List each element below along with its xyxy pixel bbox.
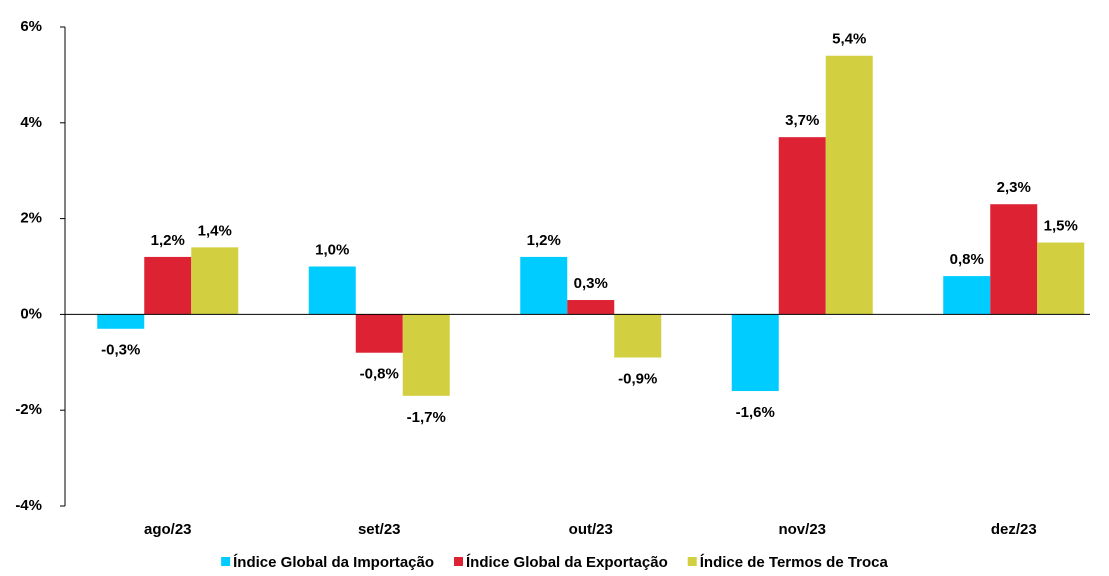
y-tick-label: -4% (15, 497, 42, 514)
value-label: 1,2% (527, 232, 561, 249)
bar (731, 314, 779, 392)
value-label: -0,3% (101, 342, 140, 359)
bar (943, 276, 991, 315)
value-label: 0,8% (950, 251, 984, 268)
legend-swatch (221, 557, 231, 566)
bar (520, 256, 568, 315)
value-label: -1,6% (736, 404, 775, 421)
y-tick-label: 4% (20, 114, 42, 131)
value-label: -1,7% (407, 409, 446, 426)
y-tick-label: -2% (15, 401, 42, 418)
bar (778, 137, 826, 315)
bar (1037, 242, 1085, 315)
x-tick-label: nov/23 (778, 521, 826, 538)
bar (308, 266, 356, 315)
legend-swatch (454, 557, 464, 566)
y-tick-label: 2% (20, 210, 42, 227)
value-label: 1,5% (1044, 218, 1078, 235)
x-tick-label: set/23 (358, 521, 401, 538)
x-tick-label: out/23 (569, 521, 613, 538)
legend-label: Índice de Termos de Troca (700, 554, 889, 571)
value-label: 0,3% (574, 275, 608, 292)
bar (614, 314, 662, 358)
bar (402, 314, 450, 396)
bar (567, 300, 615, 315)
bar (97, 314, 145, 329)
bar (825, 55, 873, 315)
legend-label: Índice Global da Importação (233, 554, 434, 571)
y-tick-label: 6% (20, 18, 42, 35)
value-label: 2,3% (997, 179, 1031, 196)
value-label: 1,0% (315, 241, 349, 258)
value-label: 1,2% (151, 232, 185, 249)
value-label: 3,7% (785, 112, 819, 129)
legend-label: Índice Global da Exportação (466, 554, 668, 571)
bar (191, 247, 239, 315)
bar (144, 256, 192, 315)
y-tick-label: 0% (20, 305, 42, 322)
value-label: -0,8% (360, 366, 399, 383)
value-label: 5,4% (832, 31, 866, 48)
legend-swatch (687, 557, 697, 566)
bar (990, 204, 1038, 315)
x-tick-label: dez/23 (991, 521, 1037, 538)
value-label: -0,9% (618, 370, 657, 387)
x-tick-label: ago/23 (144, 521, 192, 538)
bar (355, 314, 403, 353)
value-label: 1,4% (198, 222, 232, 239)
